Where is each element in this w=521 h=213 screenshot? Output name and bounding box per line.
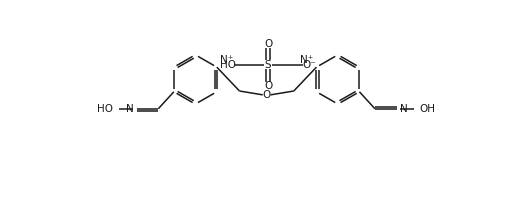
Text: O: O bbox=[264, 39, 272, 49]
Text: HO: HO bbox=[97, 104, 114, 114]
Text: O: O bbox=[263, 90, 271, 100]
Text: O⁻: O⁻ bbox=[302, 60, 316, 70]
Text: N: N bbox=[126, 104, 133, 114]
Text: O: O bbox=[264, 81, 272, 91]
Text: HO: HO bbox=[220, 60, 236, 70]
Text: N⁺: N⁺ bbox=[220, 55, 233, 65]
Text: S: S bbox=[265, 60, 271, 70]
Text: N: N bbox=[400, 104, 407, 114]
Text: N⁺: N⁺ bbox=[300, 55, 313, 65]
Text: OH: OH bbox=[420, 104, 436, 114]
